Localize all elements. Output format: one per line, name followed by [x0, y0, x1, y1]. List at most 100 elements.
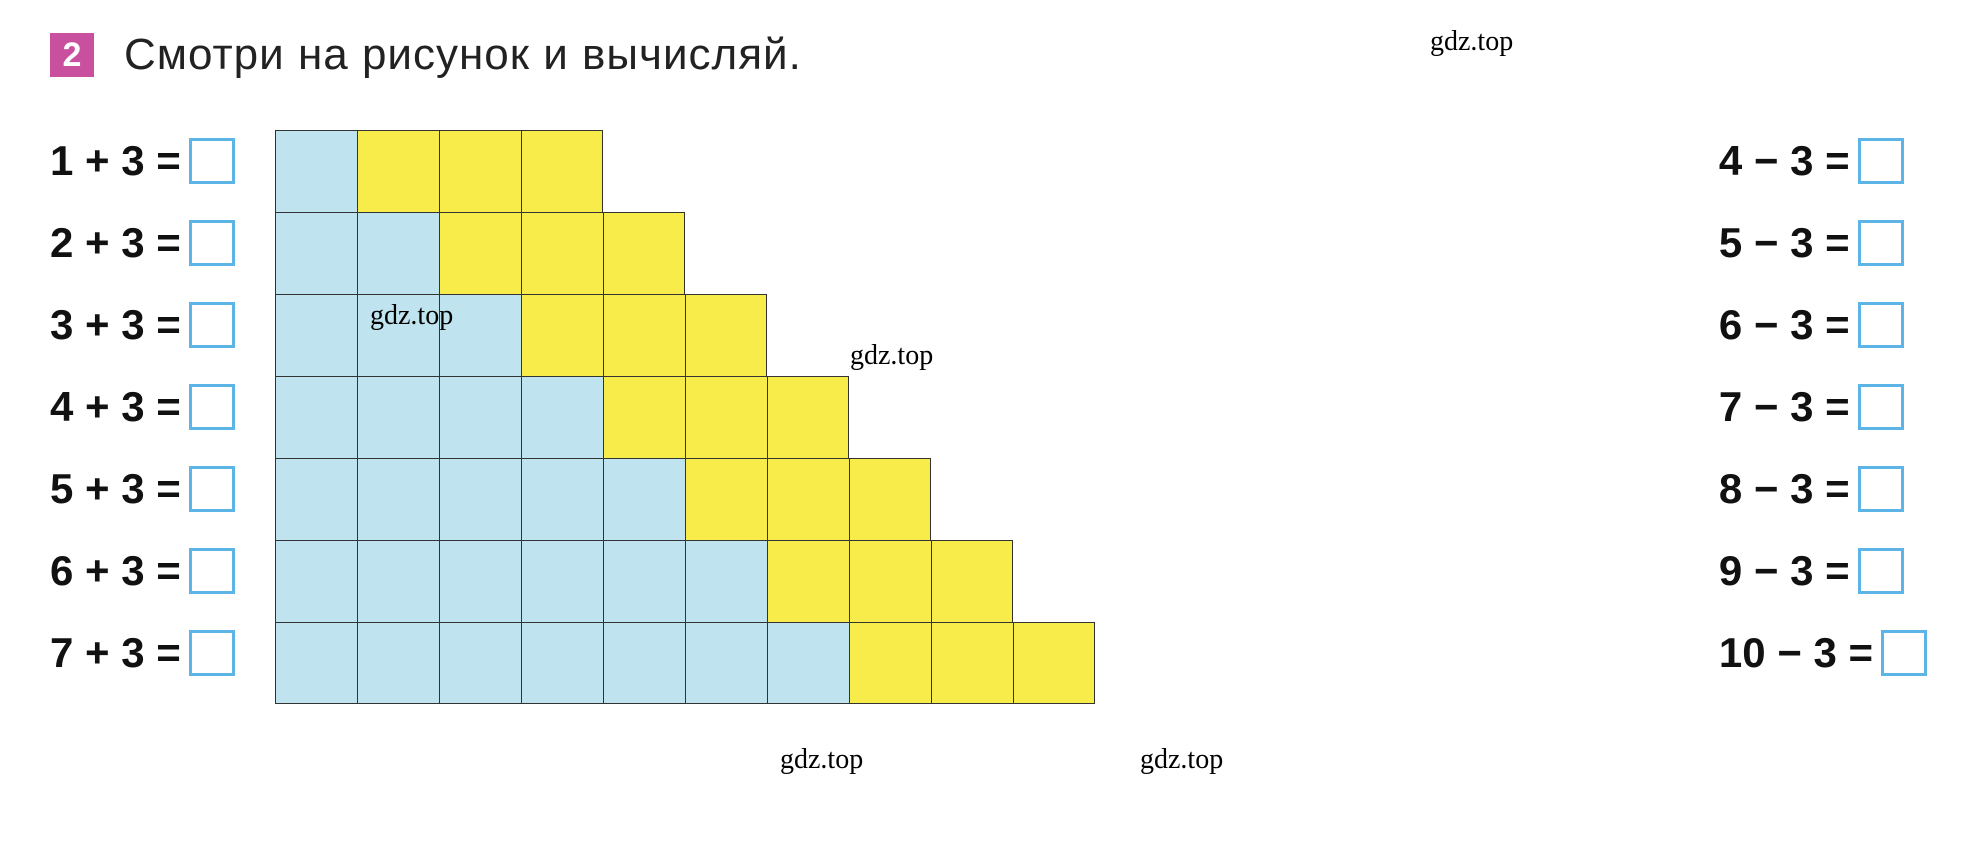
grid-cell [931, 540, 1013, 622]
grid-cell [275, 212, 357, 294]
grid-cell [521, 212, 603, 294]
equation-text: 7 − 3 = [1719, 383, 1850, 431]
grid-row [275, 294, 1095, 376]
answer-box[interactable] [1858, 466, 1904, 512]
grid-cell [603, 458, 685, 540]
grid-cell [357, 212, 439, 294]
grid-cell [685, 294, 767, 376]
grid-cell [275, 622, 357, 704]
exercise-number-badge: 2 [50, 33, 94, 77]
grid-cell [521, 294, 603, 376]
equation-text: 4 − 3 = [1719, 137, 1850, 185]
grid-cell [357, 540, 439, 622]
grid-cell [521, 130, 603, 212]
grid-cell [767, 376, 849, 458]
left-equations-column: 1 + 3 = 2 + 3 = 3 + 3 = 4 + 3 = 5 + 3 = 6 + 3… [50, 120, 235, 684]
grid-cell [767, 458, 849, 540]
equation-text: 4 + 3 = [50, 383, 181, 431]
grid-row [275, 458, 1095, 540]
grid-cell [685, 376, 767, 458]
equation-text: 7 + 3 = [50, 629, 181, 677]
grid-cell [439, 622, 521, 704]
answer-box[interactable] [1881, 630, 1927, 676]
equation-text: 8 − 3 = [1719, 465, 1850, 513]
grid-cell [357, 376, 439, 458]
equation-text: 6 − 3 = [1719, 301, 1850, 349]
grid-cell [275, 130, 357, 212]
grid-cell [767, 540, 849, 622]
equation-row: 2 + 3 = [50, 212, 235, 274]
grid-cell [357, 294, 439, 376]
grid-cell [439, 294, 521, 376]
equation-row: 6 + 3 = [50, 540, 235, 602]
equation-row: 3 + 3 = [50, 294, 235, 356]
answer-box[interactable] [1858, 138, 1904, 184]
grid-cell [603, 212, 685, 294]
answer-box[interactable] [189, 138, 235, 184]
equation-text: 2 + 3 = [50, 219, 181, 267]
answer-box[interactable] [1858, 220, 1904, 266]
grid-cell [603, 294, 685, 376]
grid-cell [685, 458, 767, 540]
grid-cell [439, 212, 521, 294]
grid-row [275, 540, 1095, 622]
grid-cell [849, 540, 931, 622]
answer-box[interactable] [189, 302, 235, 348]
equation-row: 10 − 3 = [1719, 622, 1927, 684]
answer-box[interactable] [189, 384, 235, 430]
equation-text: 9 − 3 = [1719, 547, 1850, 595]
grid-cell [439, 130, 521, 212]
grid-cell [685, 540, 767, 622]
answer-box[interactable] [1858, 384, 1904, 430]
answer-box[interactable] [1858, 548, 1904, 594]
equation-row: 9 − 3 = [1719, 540, 1927, 602]
grid-cell [603, 376, 685, 458]
answer-box[interactable] [1858, 302, 1904, 348]
grid-cell [439, 540, 521, 622]
equation-text: 5 + 3 = [50, 465, 181, 513]
right-equations-column: 4 − 3 =5 − 3 =6 − 3 =7 − 3 =8 − 3 =9 − 3… [1719, 120, 1927, 684]
equation-row: 5 + 3 = [50, 458, 235, 520]
equation-row: 7 − 3 = [1719, 376, 1927, 438]
grid-cell [357, 130, 439, 212]
grid-cell [439, 458, 521, 540]
grid-cell [521, 458, 603, 540]
grid-row [275, 376, 1095, 458]
watermark-text: gdz.top [780, 744, 863, 776]
equation-text: 10 − 3 = [1719, 629, 1873, 677]
answer-box[interactable] [189, 466, 235, 512]
grid-cell [275, 540, 357, 622]
exercise-title: Смотри на рисунок и вычисляй. [124, 30, 802, 80]
grid-cell [275, 294, 357, 376]
equation-row: 1 + 3 = [50, 130, 235, 192]
equation-text: 6 + 3 = [50, 547, 181, 595]
answer-box[interactable] [189, 548, 235, 594]
grid-row [275, 130, 1095, 212]
equation-text: 1 + 3 = [50, 137, 181, 185]
grid-cell [521, 376, 603, 458]
grid-cell [357, 622, 439, 704]
grid-cell [1013, 622, 1095, 704]
grid-cell [849, 622, 931, 704]
equation-row: 8 − 3 = [1719, 458, 1927, 520]
content-area: 1 + 3 = 2 + 3 = 3 + 3 = 4 + 3 = 5 + 3 = 6 + 3… [50, 120, 1927, 704]
grid-cell [275, 458, 357, 540]
grid-cell [931, 622, 1013, 704]
watermark-text: gdz.top [1140, 744, 1223, 776]
grid-cell [521, 540, 603, 622]
answer-box[interactable] [189, 630, 235, 676]
grid-cell [275, 376, 357, 458]
answer-box[interactable] [189, 220, 235, 266]
grid-cell [849, 458, 931, 540]
grid-cell [603, 622, 685, 704]
grid-cell [357, 458, 439, 540]
equation-row: 4 + 3 = [50, 376, 235, 438]
equation-row: 7 + 3 = [50, 622, 235, 684]
grid-cell [603, 540, 685, 622]
grid-row [275, 622, 1095, 704]
equation-row: 6 − 3 = [1719, 294, 1927, 356]
grid-cell [685, 622, 767, 704]
equation-row: 4 − 3 = [1719, 130, 1927, 192]
grid-cell [521, 622, 603, 704]
equation-text: 3 + 3 = [50, 301, 181, 349]
